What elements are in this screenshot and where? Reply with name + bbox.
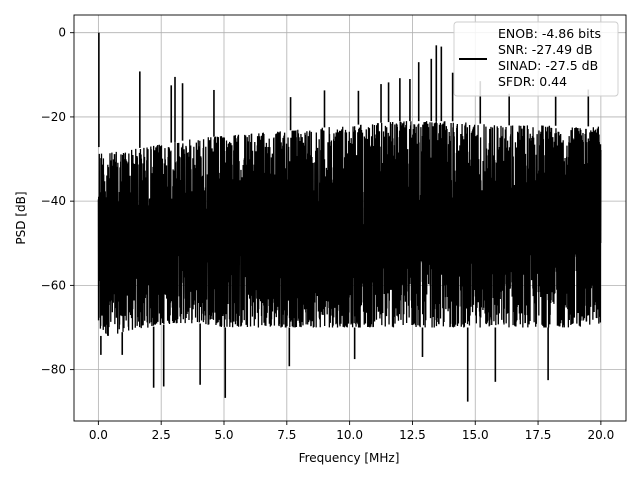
legend-sinad: SINAD: -27.5 dB	[498, 58, 598, 73]
x-axis-ticks: 0.0 2.5 5.0 7.5 10.0 12.5 15.0 17.5 20.0	[89, 421, 614, 442]
x-tick-label: 17.5	[525, 428, 552, 442]
legend: ENOB: -4.86 bits SNR: -27.49 dB SINAD: -…	[453, 21, 619, 97]
y-tick-label: −60	[41, 278, 66, 292]
legend-enob: ENOB: -4.86 bits	[498, 26, 601, 41]
x-tick-label: 20.0	[588, 428, 615, 442]
y-tick-label: −20	[41, 110, 66, 124]
x-tick-label: 0.0	[89, 428, 108, 442]
psd-noise-trace	[97, 121, 602, 336]
x-tick-label: 15.0	[462, 428, 489, 442]
legend-box	[453, 21, 619, 97]
y-tick-label: −40	[41, 194, 66, 208]
legend-snr: SNR: -27.49 dB	[498, 42, 593, 57]
x-tick-label: 12.5	[399, 428, 426, 442]
x-tick-label: 5.0	[214, 428, 233, 442]
x-tick-label: 7.5	[277, 428, 296, 442]
y-tick-label: 0	[58, 26, 66, 40]
legend-sfdr: SFDR: 0.44	[498, 74, 567, 89]
x-axis-label: Frequency [MHz]	[299, 451, 400, 465]
psd-series	[97, 32, 602, 402]
y-axis-label: PSD [dB]	[14, 191, 28, 244]
y-tick-label: −80	[41, 363, 66, 377]
x-tick-label: 10.0	[336, 428, 363, 442]
x-tick-label: 2.5	[152, 428, 171, 442]
y-axis-ticks: 0 −20 −40 −60 −80	[41, 26, 74, 377]
